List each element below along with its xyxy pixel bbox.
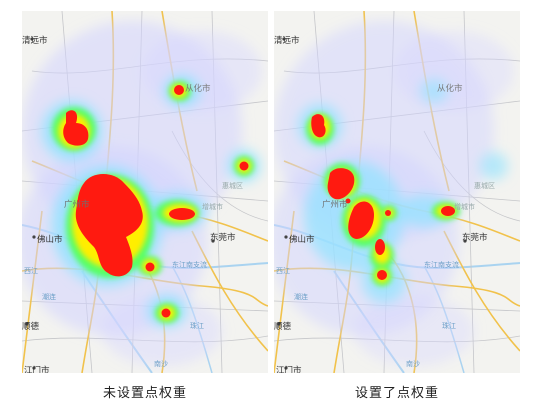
- caption-unweighted: 未设置点权重: [102, 386, 187, 400]
- label-dongguan: 东莞市: [210, 232, 236, 243]
- hotspot-panyu: [375, 239, 385, 255]
- label-qingyuan: 清远市: [22, 35, 48, 46]
- label-chaolian: 潮连: [42, 292, 56, 301]
- heat-hot: [63, 85, 249, 318]
- label-foshan: 佛山市: [289, 234, 315, 245]
- hotspot-south: [161, 308, 171, 318]
- heatmap-map-unweighted[interactable]: 清远市 从化市 广州市 佛山市 东莞市 惠城区 顺德 江门市 增城市 东江南支流…: [22, 11, 268, 373]
- label-conghua: 从化市: [437, 83, 463, 94]
- hotspot-nansha: [377, 270, 387, 280]
- hotspot-conghua: [174, 85, 184, 95]
- map-canvas-unweighted: 清远市 从化市 广州市 佛山市 东莞市 惠城区 顺德 江门市 增城市 东江南支流…: [22, 11, 268, 373]
- label-guangzhou: 广州市: [64, 199, 90, 210]
- label-jiangmen: 江门市: [24, 365, 50, 373]
- label-zhujiang: 珠江: [190, 321, 204, 330]
- label-shunde: 顺德: [22, 321, 40, 332]
- map-labels: 清远市 从化市 广州市 佛山市 东莞市 惠城区 顺德 江门市 增城市 东江南支流…: [22, 35, 243, 373]
- hotspot-tianhe: [348, 201, 374, 239]
- label-guangzhou: 广州市: [322, 199, 348, 210]
- label-shunde: 顺德: [274, 321, 292, 332]
- label-huicheng: 惠城区: [474, 181, 495, 190]
- label-foshan: 佛山市: [37, 234, 63, 245]
- label-dongjiang: 东江南支流: [172, 260, 207, 269]
- label-qingyuan: 清远市: [274, 35, 300, 46]
- label-zhujiang: 珠江: [442, 321, 456, 330]
- map-canvas-weighted: 清远市 从化市 广州市 佛山市 东莞市 惠城区 顺德 江门市 增城市 东江南支流…: [274, 11, 520, 373]
- map-labels: 清远市 从化市 广州市 佛山市 东莞市 惠城区 顺德 江门市 增城市 东江南支流…: [274, 35, 495, 373]
- hotspot-huangpu: [385, 210, 391, 216]
- label-xijiang: 西江: [24, 267, 38, 275]
- hotspot-huizhou: [239, 161, 249, 171]
- hotspot-baiyun: [327, 168, 355, 200]
- label-zengcheng: 增城市: [454, 202, 475, 211]
- heatmap-map-weighted[interactable]: 清远市 从化市 广州市 佛山市 东莞市 惠城区 顺德 江门市 增城市 东江南支流…: [274, 11, 520, 373]
- label-zengcheng: 增城市: [202, 202, 223, 211]
- hotspot-north: [311, 114, 326, 138]
- caption-weighted: 设置了点权重: [354, 386, 439, 400]
- label-jiangmen: 江门市: [276, 365, 302, 373]
- label-nansha: 南沙: [154, 359, 168, 368]
- hotspot-zengcheng: [441, 206, 455, 216]
- label-chaolian: 潮连: [294, 292, 308, 301]
- hotspot-panyu: [145, 262, 155, 272]
- label-nansha: 南沙: [406, 359, 420, 368]
- label-dongjiang: 东江南支流: [424, 260, 459, 269]
- label-huicheng: 惠城区: [222, 181, 243, 190]
- label-conghua: 从化市: [185, 83, 211, 94]
- hotspot-north: [63, 110, 89, 146]
- label-xijiang: 西江: [276, 267, 290, 275]
- hotspot-guangzhou: [75, 174, 143, 277]
- hotspot-zengcheng: [169, 208, 195, 220]
- heat-hot: [311, 114, 455, 280]
- label-dongguan: 东莞市: [462, 232, 488, 243]
- hotspot-yuexiu: [345, 198, 351, 204]
